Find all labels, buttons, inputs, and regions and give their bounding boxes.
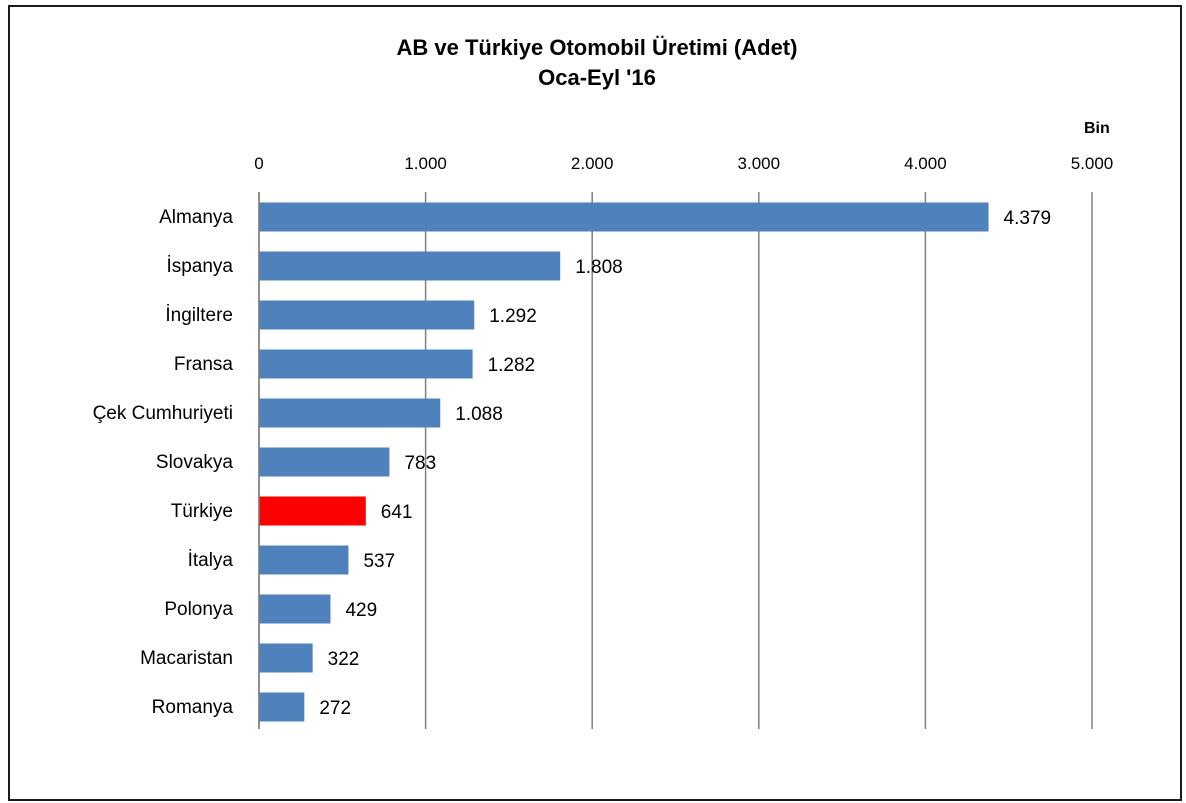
bar bbox=[259, 251, 561, 281]
x-tick-label: 3.000 bbox=[738, 154, 781, 173]
data-label: 1.292 bbox=[489, 306, 537, 327]
data-label: 1.282 bbox=[488, 355, 536, 376]
category-label: Çek Cumhuriyeti bbox=[93, 403, 233, 424]
x-tick-label: 0 bbox=[254, 154, 263, 173]
bar bbox=[259, 398, 441, 428]
x-tick-label: 2.000 bbox=[571, 154, 614, 173]
x-tick-label: 5.000 bbox=[1071, 154, 1114, 173]
category-label: Romanya bbox=[152, 697, 234, 718]
data-label: 272 bbox=[319, 698, 351, 719]
category-label: Macaristan bbox=[140, 648, 233, 669]
category-label: Fransa bbox=[174, 354, 234, 375]
category-label: Almanya bbox=[159, 207, 233, 228]
bar bbox=[259, 643, 313, 673]
bar bbox=[259, 447, 390, 477]
bar-highlight bbox=[259, 496, 366, 526]
category-label: Slovakya bbox=[156, 452, 234, 473]
bar bbox=[259, 692, 305, 722]
x-tick-label: 4.000 bbox=[904, 154, 947, 173]
category-label: İspanya bbox=[166, 256, 233, 277]
bar bbox=[259, 349, 473, 379]
data-label: 322 bbox=[328, 649, 360, 670]
data-label: 4.379 bbox=[1004, 208, 1052, 229]
chart-title: AB ve Türkiye Otomobil Üretimi (Adet) bbox=[396, 35, 798, 60]
data-label: 783 bbox=[404, 453, 436, 474]
chart-frame: AB ve Türkiye Otomobil Üretimi (Adet) Oc… bbox=[8, 5, 1182, 801]
bar-chart-plot: 0 1.000 2.000 3.000 4.000 5.000 Almanya 4.379 İs… bbox=[93, 154, 1114, 729]
category-label: Türkiye bbox=[171, 501, 233, 522]
bar bbox=[259, 545, 349, 575]
data-label: 1.088 bbox=[455, 404, 503, 425]
data-label: 429 bbox=[345, 600, 377, 621]
bar bbox=[259, 594, 331, 624]
category-label: İngiltere bbox=[165, 305, 233, 326]
unit-label: Bin bbox=[1084, 120, 1110, 137]
category-label: Polonya bbox=[164, 599, 233, 620]
data-label: 537 bbox=[363, 551, 395, 572]
bar bbox=[259, 300, 475, 330]
x-tick-label: 1.000 bbox=[404, 154, 447, 173]
data-label: 641 bbox=[381, 502, 413, 523]
bar bbox=[259, 202, 989, 232]
category-label: İtalya bbox=[188, 550, 234, 571]
data-label: 1.808 bbox=[575, 257, 623, 278]
chart-subtitle: Oca-Eyl '16 bbox=[538, 65, 656, 90]
